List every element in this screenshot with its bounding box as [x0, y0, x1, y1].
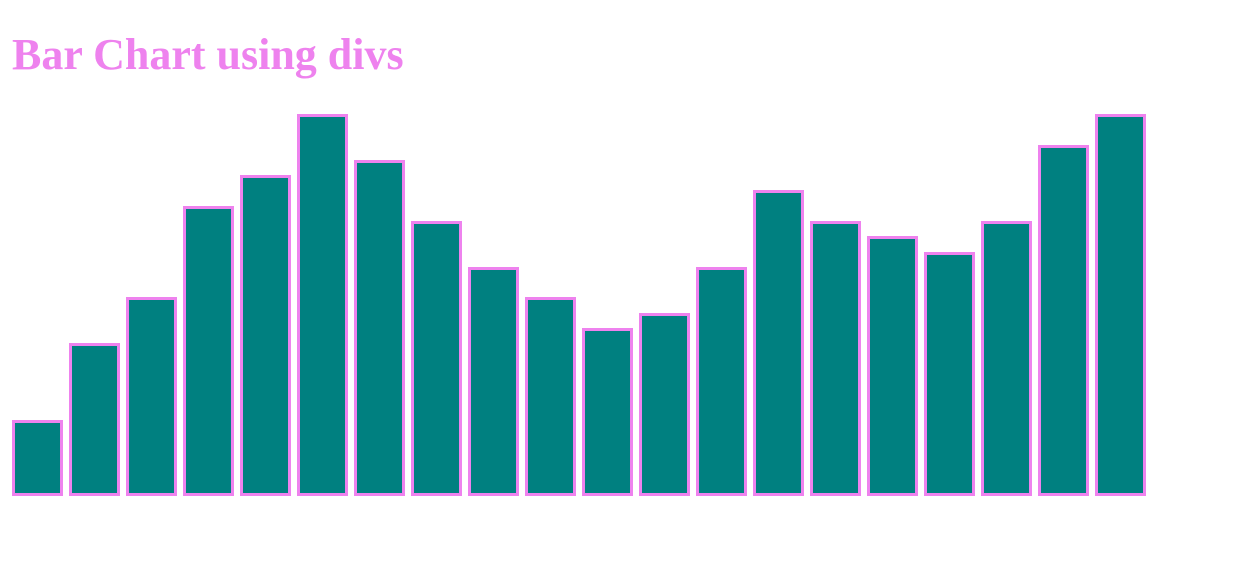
bar — [525, 297, 576, 496]
bar — [411, 221, 462, 496]
bar — [126, 297, 177, 496]
bar — [297, 114, 348, 496]
bar — [639, 313, 690, 496]
bar — [240, 175, 291, 496]
bar-chart — [12, 114, 1152, 496]
bar — [1038, 145, 1089, 496]
bar — [810, 221, 861, 496]
bar — [753, 190, 804, 496]
bar — [1095, 114, 1146, 496]
bar — [981, 221, 1032, 496]
bar — [867, 236, 918, 496]
bar — [12, 420, 63, 496]
bar — [468, 267, 519, 496]
bar — [696, 267, 747, 496]
bar — [69, 343, 120, 496]
bar — [924, 252, 975, 496]
bar — [183, 206, 234, 496]
bar — [582, 328, 633, 496]
bar — [354, 160, 405, 496]
page-title: Bar Chart using divs — [12, 30, 404, 79]
